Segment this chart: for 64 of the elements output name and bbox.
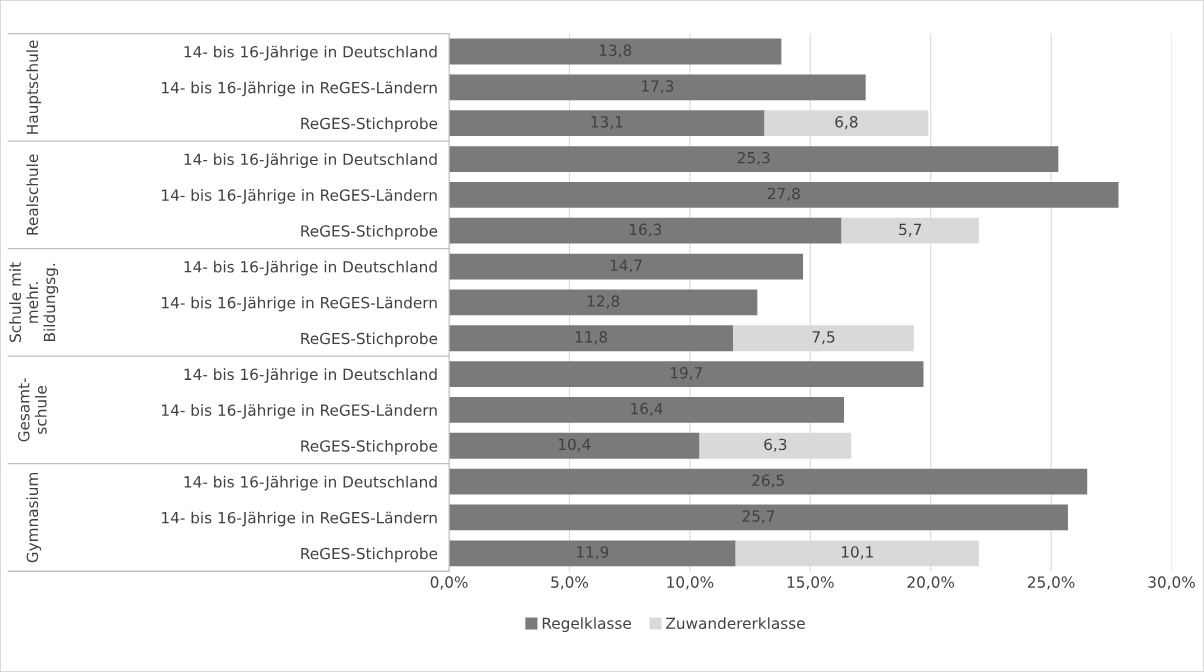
data-label: 10,1	[841, 546, 873, 560]
data-label: 12,8	[587, 295, 620, 309]
legend-label: Zuwandererklasse	[666, 617, 805, 630]
y-tick-label: 14- bis 16-Jährige in Deutschland	[184, 368, 437, 384]
data-label: 19,7	[670, 366, 702, 381]
x-tick-label: 25,0%	[1027, 576, 1075, 590]
data-label: 10,4	[558, 438, 591, 452]
bar	[449, 146, 1059, 172]
data-label: 5,7	[899, 223, 922, 237]
bar	[449, 181, 1119, 208]
bar	[449, 253, 804, 280]
data-label: 13,1	[591, 116, 623, 130]
data-label: 13,8	[599, 44, 632, 58]
data-label: 26,5	[752, 474, 784, 488]
bar	[449, 289, 758, 316]
bar	[449, 540, 736, 567]
legend-label: Regelklasse	[542, 617, 631, 632]
y-tick-label: 14- bis 16-Jährige in ReGES-Ländern	[162, 189, 437, 204]
bar	[449, 361, 924, 387]
data-label: 16,3	[630, 223, 662, 237]
y-tick-label: ReGES-Stichprobe	[301, 439, 438, 455]
x-tick-label: 20,0%	[907, 576, 955, 590]
text: Gesamt- schule	[18, 378, 47, 442]
bar	[449, 504, 1068, 531]
y-tick-label: 14- bis 16-Jährige in Deutschland	[184, 260, 437, 276]
bar	[449, 468, 1088, 495]
x-tick-label: 30,0%	[1148, 576, 1195, 590]
data-label: 25,3	[737, 151, 770, 166]
bar	[449, 110, 765, 137]
x-tick-label: 0,0%	[430, 576, 468, 590]
bar	[449, 74, 866, 101]
text: Hauptschule	[26, 40, 42, 134]
data-label: 11,8	[575, 331, 608, 345]
y-tick-label: ReGES-Stichprobe	[301, 224, 438, 240]
y-tick-label: ReGES-Stichprobe	[301, 332, 438, 348]
y-tick-label: ReGES-Stichprobe	[301, 547, 438, 563]
data-label: 17,3	[642, 80, 674, 94]
x-tick-label: 10,0%	[667, 576, 714, 590]
data-label: 7,5	[812, 331, 835, 345]
y-tick-label: 14- bis 16-Jährige in Deutschland	[184, 153, 437, 169]
y-tick-label: 14- bis 16-Jährige in ReGES-Ländern	[162, 404, 437, 419]
data-label: 14,7	[610, 259, 642, 273]
y-tick-label: 14- bis 16-Jährige in ReGES-Ländern	[162, 81, 437, 97]
data-label: 27,8	[767, 187, 800, 201]
text: Realschule	[26, 154, 39, 235]
y-tick-label: 14- bis 16-Jährige in ReGES-Ländern	[162, 511, 437, 527]
data-label: 25,7	[742, 510, 775, 524]
data-label: 16,4	[631, 402, 663, 416]
x-tick-label: 5,0%	[551, 576, 589, 590]
bar	[449, 325, 734, 352]
bar	[449, 397, 844, 423]
bar	[449, 432, 700, 459]
y-tick-label: ReGES-Stichprobe	[301, 117, 438, 133]
text: Gymnasium	[26, 472, 42, 563]
data-label: 6,8	[835, 116, 858, 130]
data-label: 11,9	[577, 546, 609, 560]
x-tick-label: 15,0%	[787, 576, 834, 590]
y-tick-label: 14- bis 16-Jährige in ReGES-Ländern	[162, 296, 437, 312]
text: Schule mit mehr. Bildungsg.	[9, 262, 59, 342]
bar	[449, 38, 782, 65]
y-tick-label: 14- bis 16-Jährige in Deutschland	[184, 475, 437, 491]
y-tick-label: 14- bis 16-Jährige in Deutschland	[184, 45, 437, 61]
bar	[449, 217, 842, 244]
data-label: 6,3	[764, 438, 787, 452]
